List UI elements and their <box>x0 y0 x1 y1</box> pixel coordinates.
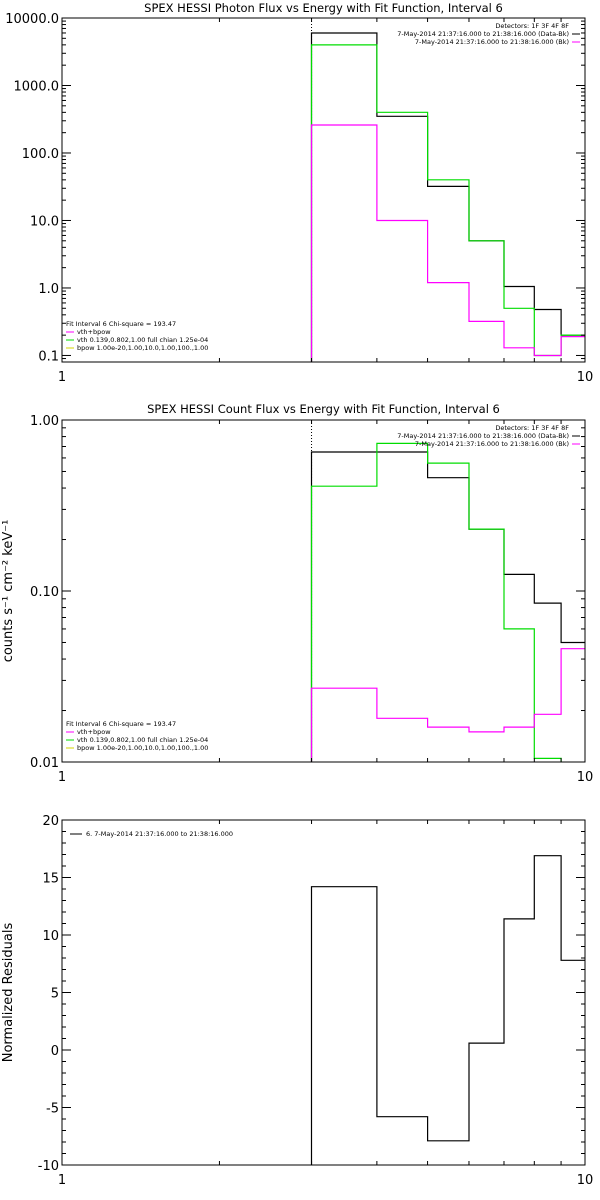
series-group <box>310 32 585 362</box>
y-tick-label: -10 <box>38 1159 59 1174</box>
legend-bottom-entry: bpow 1.00e-20,1.00,10.0,1.00,100.,1.00 <box>77 344 208 352</box>
series-line-data <box>310 855 585 1165</box>
x-tick-label: 1 <box>58 1173 66 1188</box>
y-tick-label: 0 <box>51 1044 59 1059</box>
legend-top-entry: 7-May-2014 21:37:16.000 to 21:38:16.000 … <box>397 30 569 38</box>
plot-frame <box>61 17 586 363</box>
legend-bottom-entry: vth 0.139,0.802,1.00 full chian 1.25e-04 <box>77 736 208 744</box>
y-tick-label: 1.0 <box>38 282 59 297</box>
chart-panel-3 <box>61 819 586 1166</box>
y-tick-label: 10.0 <box>30 214 59 229</box>
x-tick-label: 10 <box>577 370 594 385</box>
legend-top-entry: 7-May-2014 21:37:16.000 to 21:38:16.000 … <box>415 440 569 448</box>
legend-bottom-entry: bpow 1.00e-20,1.00,10.0,1.00,100.,1.00 <box>77 744 208 752</box>
y-tick-label: 1.00 <box>30 414 59 429</box>
y-tick-label: 15 <box>42 872 59 887</box>
chart-panel-2 <box>61 419 586 763</box>
y-tick-label: -5 <box>46 1102 59 1117</box>
series-group <box>310 442 585 762</box>
legend-top-entry: Detectors: 1F 3F 4F 8F <box>495 22 569 30</box>
y-tick-label: 100.0 <box>22 147 59 162</box>
y-tick-label: 10000.0 <box>5 12 59 27</box>
legend-bottom-entry: vth 0.139,0.802,1.00 full chian 1.25e-04 <box>77 336 208 344</box>
y-tick-label: 5 <box>51 987 59 1002</box>
legend-bottom-entry: vth+bpow <box>77 728 111 736</box>
chart-title: SPEX HESSI Photon Flux vs Energy with Fi… <box>144 1 503 15</box>
y-tick-label: 0.10 <box>30 585 59 600</box>
legend-bottom-entry: Fit Interval 6 Chi-square = 193.47 <box>66 320 176 328</box>
y-axis-label: Normalized Residuals <box>1 923 16 1063</box>
y-tick-label: 0.1 <box>38 349 59 364</box>
legend-top-entry: 7-May-2014 21:37:16.000 to 21:38:16.000 … <box>397 432 569 440</box>
y-tick-label: 1000.0 <box>14 79 60 94</box>
x-tick-label: 1 <box>58 370 66 385</box>
y-axis-label: counts s⁻¹ cm⁻² keV⁻¹ <box>1 520 16 663</box>
legend-bottom-entry: vth+bpow <box>77 328 111 336</box>
legend-bottom-entry: Fit Interval 6 Chi-square = 193.47 <box>66 720 176 728</box>
x-tick-label: 10 <box>577 770 594 785</box>
series-line-total <box>310 124 585 362</box>
x-tick-label: 10 <box>577 1173 594 1188</box>
chart-panel-1 <box>61 17 586 363</box>
series-group <box>310 855 585 1165</box>
legend-top-entry: Detectors: 1F 3F 4F 8F <box>495 424 569 432</box>
x-tick-label: 1 <box>58 770 66 785</box>
y-tick-label: 20 <box>42 814 59 829</box>
legend-top-entry: 7-May-2014 21:37:16.000 to 21:38:16.000 … <box>415 38 569 46</box>
chart-title: SPEX HESSI Count Flux vs Energy with Fit… <box>147 402 500 416</box>
y-tick-label: 0.01 <box>30 756 59 771</box>
series-line-total <box>310 648 585 762</box>
legend-top-left-entry: 6. 7-May-2014 21:37:16.000 to 21:38:16.0… <box>86 830 233 838</box>
y-tick-label: 10 <box>42 929 59 944</box>
series-line-vth <box>310 442 562 762</box>
